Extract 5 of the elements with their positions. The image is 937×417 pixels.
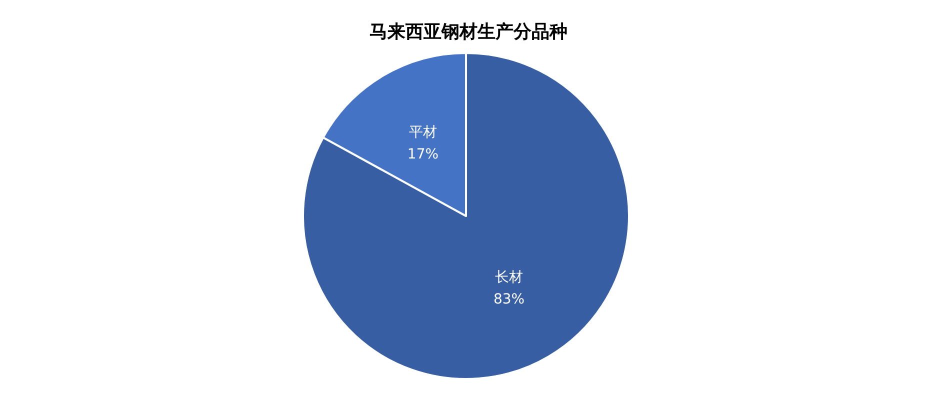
slice-label: 平材 <box>408 124 437 140</box>
slice-label: 长材 <box>495 270 524 286</box>
chart-title: 马来西亚钢材生产分品种 <box>370 22 568 42</box>
data-label: 17% <box>407 146 439 162</box>
data-label: 83% <box>493 292 525 308</box>
